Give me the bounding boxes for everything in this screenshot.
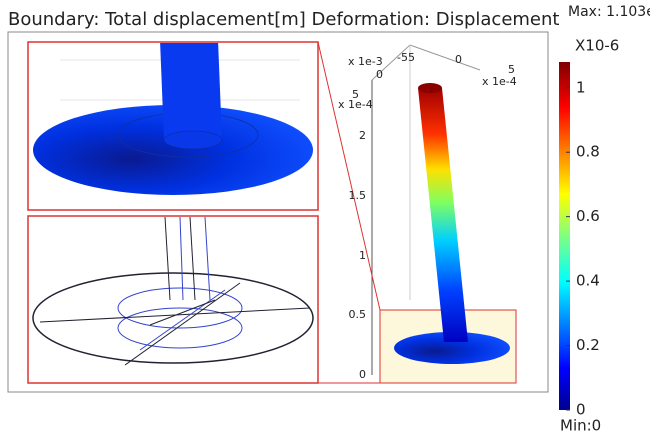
x-tick: 0 [455, 53, 462, 66]
colorbar-tick-label: 1 [576, 78, 586, 96]
z-tick: 0 [359, 368, 366, 381]
colorbar-multiplier: X10-6 [575, 37, 619, 55]
z-tick: 2 [359, 129, 366, 142]
min-label: Min:0 [560, 417, 601, 435]
colorbar-ticks: 0 0.2 0.4 0.6 0.8 1 [566, 78, 600, 418]
shaft-top [418, 83, 442, 93]
z-tick: 0.5 [349, 308, 367, 321]
z-tick: 1.5 [349, 189, 367, 202]
colorbar [559, 62, 570, 410]
x-tick: -55 [397, 51, 415, 64]
colorbar-tick-label: 0.8 [576, 143, 600, 161]
figure: Boundary: Total displacement[m] Deformat… [0, 0, 650, 438]
colorbar-tick-label: 0.6 [576, 207, 600, 225]
y-tick: 5 [352, 88, 359, 101]
colorbar-tick-label: 0 [576, 401, 586, 419]
y-tick: 0 [376, 68, 383, 81]
z-tick: 1 [359, 249, 366, 262]
colorbar-tick-label: 0.4 [576, 272, 600, 290]
max-label: Max: 1.103e-6 [568, 4, 650, 20]
x-tick: 5 [508, 63, 515, 76]
z-scale: x 1e-3 [348, 55, 383, 68]
x-scale: x 1e-4 [482, 75, 517, 88]
colorbar-tick-label: 0.2 [576, 336, 600, 354]
title: Boundary: Total displacement[m] Deformat… [8, 9, 559, 30]
